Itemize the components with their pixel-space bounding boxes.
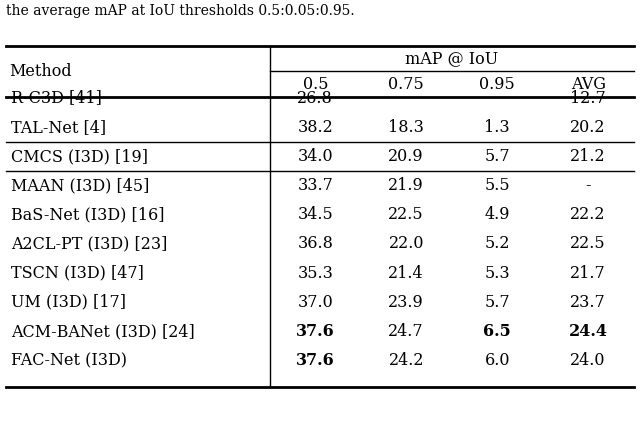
Text: 24.2: 24.2: [388, 352, 424, 369]
Text: 21.4: 21.4: [388, 265, 424, 281]
Text: 33.7: 33.7: [298, 177, 333, 194]
Text: 37.6: 37.6: [296, 352, 335, 369]
Text: 4.9: 4.9: [484, 206, 510, 223]
Text: 23.9: 23.9: [388, 294, 424, 311]
Text: 34.5: 34.5: [298, 206, 333, 223]
Text: A2CL-PT (I3D) [23]: A2CL-PT (I3D) [23]: [11, 236, 167, 252]
Text: TSCN (I3D) [47]: TSCN (I3D) [47]: [11, 265, 143, 281]
Text: 23.7: 23.7: [570, 294, 606, 311]
Text: 18.3: 18.3: [388, 119, 424, 136]
Text: 24.4: 24.4: [568, 323, 607, 340]
Text: Method: Method: [10, 63, 72, 80]
Text: -: -: [586, 177, 591, 194]
Text: 6.5: 6.5: [483, 323, 511, 340]
Text: mAP @ IoU: mAP @ IoU: [405, 50, 499, 67]
Text: 22.5: 22.5: [388, 206, 424, 223]
Text: the average mAP at IoU thresholds 0.5:0.05:0.95.: the average mAP at IoU thresholds 0.5:0.…: [6, 4, 355, 18]
Text: 5.2: 5.2: [484, 236, 510, 252]
Text: R-C3D [41]: R-C3D [41]: [11, 90, 102, 106]
Text: 20.2: 20.2: [570, 119, 606, 136]
Text: 0.95: 0.95: [479, 76, 515, 93]
Text: 5.5: 5.5: [484, 177, 510, 194]
Text: 21.9: 21.9: [388, 177, 424, 194]
Text: 38.2: 38.2: [298, 119, 333, 136]
Text: 5.7: 5.7: [484, 294, 510, 311]
Text: 0.75: 0.75: [388, 76, 424, 93]
Text: 35.3: 35.3: [298, 265, 333, 281]
Text: 20.9: 20.9: [388, 148, 424, 165]
Text: 6.0: 6.0: [484, 352, 510, 369]
Text: -: -: [495, 90, 500, 106]
Text: AVG: AVG: [571, 76, 605, 93]
Text: 21.2: 21.2: [570, 148, 606, 165]
Text: 26.8: 26.8: [298, 90, 333, 106]
Text: 5.3: 5.3: [484, 265, 510, 281]
Text: 12.7: 12.7: [570, 90, 606, 106]
Text: 22.2: 22.2: [570, 206, 606, 223]
Text: UM (I3D) [17]: UM (I3D) [17]: [11, 294, 126, 311]
Text: ACM-BANet (I3D) [24]: ACM-BANet (I3D) [24]: [11, 323, 195, 340]
Text: MAAN (I3D) [45]: MAAN (I3D) [45]: [11, 177, 149, 194]
Text: TAL-Net [4]: TAL-Net [4]: [11, 119, 106, 136]
Text: 24.7: 24.7: [388, 323, 424, 340]
Text: 34.0: 34.0: [298, 148, 333, 165]
Text: 22.0: 22.0: [388, 236, 424, 252]
Text: 0.5: 0.5: [303, 76, 328, 93]
Text: 36.8: 36.8: [298, 236, 333, 252]
Text: CMCS (I3D) [19]: CMCS (I3D) [19]: [11, 148, 148, 165]
Text: 37.0: 37.0: [298, 294, 333, 311]
Text: 22.5: 22.5: [570, 236, 606, 252]
Text: 37.6: 37.6: [296, 323, 335, 340]
Text: 21.7: 21.7: [570, 265, 606, 281]
Text: BaS-Net (I3D) [16]: BaS-Net (I3D) [16]: [11, 206, 164, 223]
Text: -: -: [403, 90, 409, 106]
Text: FAC-Net (I3D): FAC-Net (I3D): [11, 352, 127, 369]
Text: 24.0: 24.0: [570, 352, 606, 369]
Text: 1.3: 1.3: [484, 119, 510, 136]
Text: 5.7: 5.7: [484, 148, 510, 165]
